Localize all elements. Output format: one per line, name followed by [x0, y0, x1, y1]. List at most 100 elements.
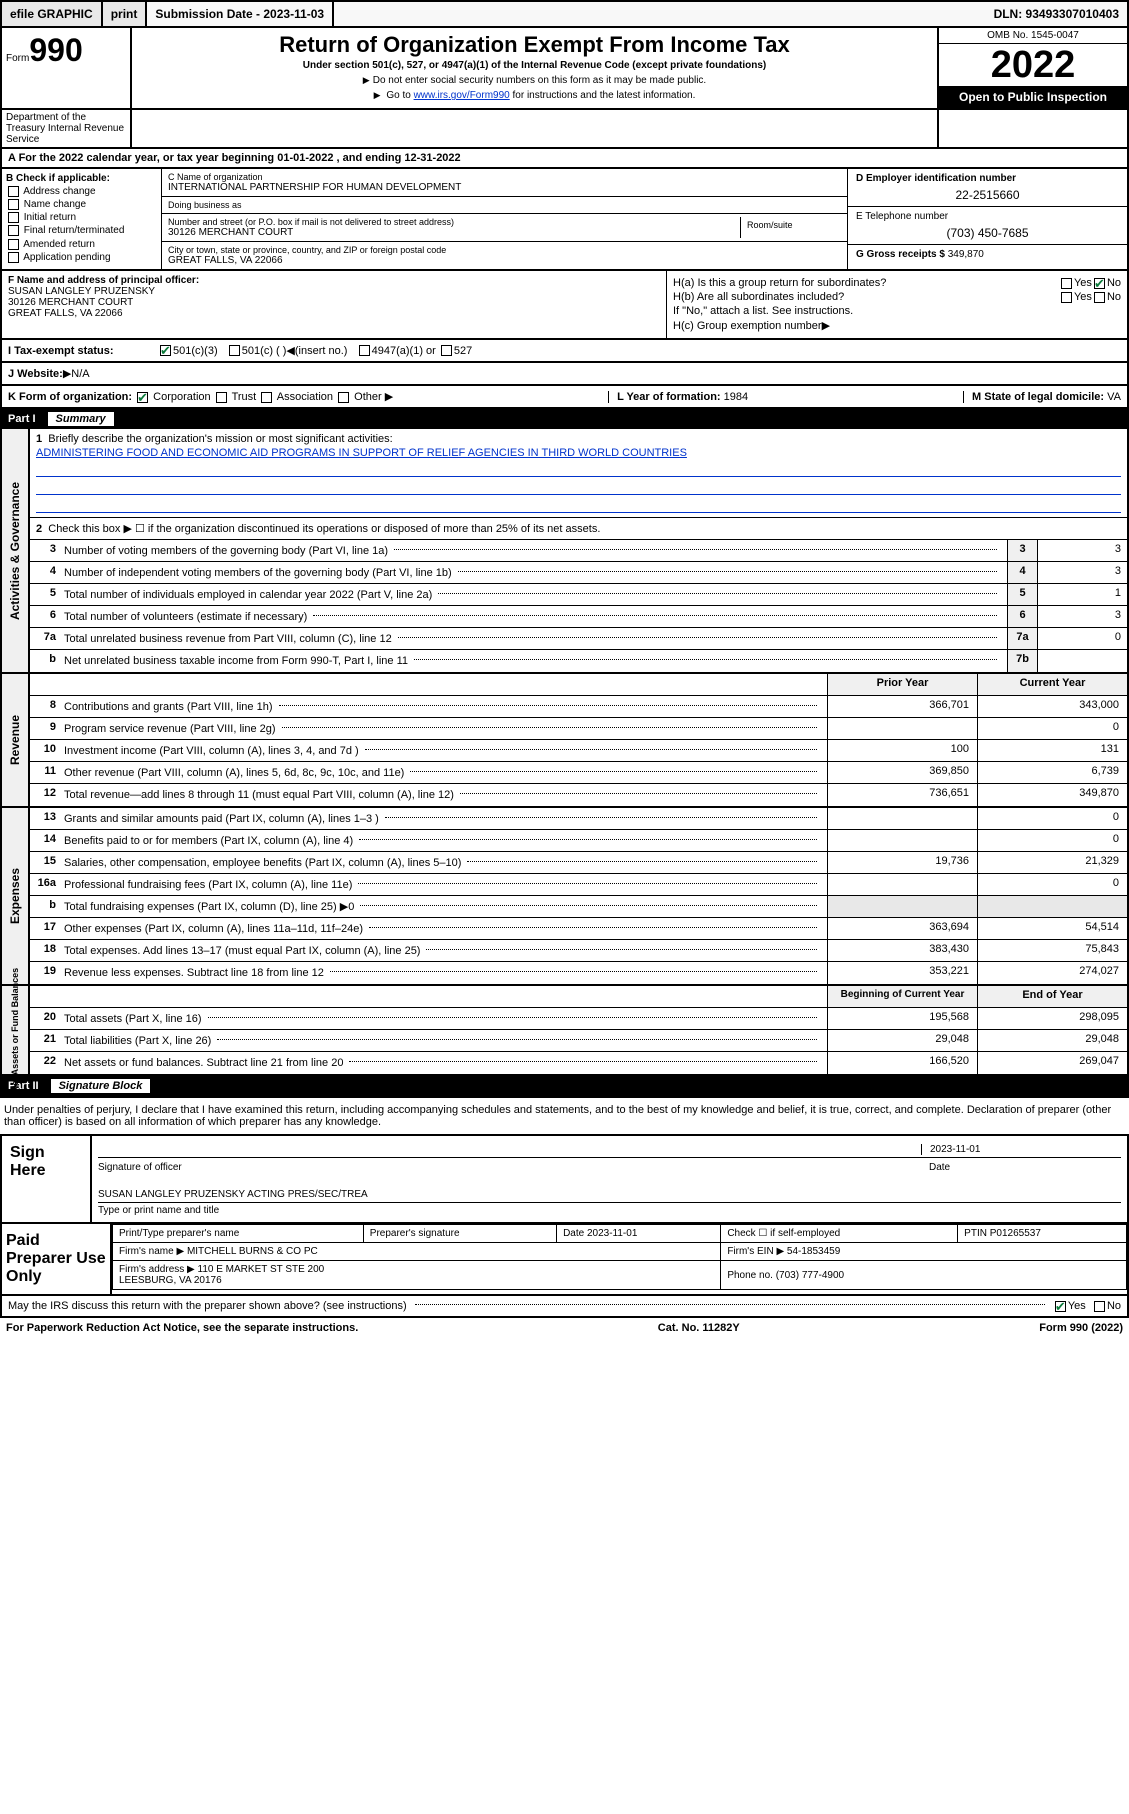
part2-title: Signature Block — [51, 1079, 151, 1093]
state-value: VA — [1107, 391, 1121, 403]
website-value: N/A — [71, 368, 89, 380]
principal-officer: F Name and address of principal officer:… — [2, 271, 667, 338]
col-prior: Prior Year — [827, 674, 977, 695]
line2-text: Check this box ▶ ☐ if the organization d… — [48, 523, 600, 535]
paperwork-notice: For Paperwork Reduction Act Notice, see … — [6, 1322, 358, 1334]
revenue-block: Revenue Prior Year Current Year 8 Contri… — [0, 674, 1129, 808]
period-mid: , and ending — [337, 152, 402, 164]
check-address[interactable]: Address change — [6, 186, 157, 197]
side-tab-gov-label: Activities & Governance — [8, 481, 22, 619]
form-number-box: Form990 — [2, 28, 132, 108]
firm-ein-label: Firm's EIN — [727, 1246, 773, 1257]
prep-date: Date 2023-11-01 — [557, 1225, 721, 1243]
ein-label: D Employer identification number — [856, 173, 1119, 184]
paid-preparer-block: Paid Preparer Use Only Print/Type prepar… — [0, 1224, 1129, 1296]
cat-number: Cat. No. 11282Y — [658, 1322, 740, 1334]
officer-label: F Name and address of principal officer: — [8, 275, 660, 286]
status-501c-checkbox[interactable] — [229, 345, 240, 356]
line-10: 10 Investment income (Part VIII, column … — [30, 740, 1127, 762]
line-3: 3 Number of voting members of the govern… — [30, 540, 1127, 562]
section-bcd: B Check if applicable: Address change Na… — [0, 169, 1129, 271]
discuss-yes-checkbox[interactable] — [1055, 1301, 1066, 1312]
note-ssn: Do not enter social security numbers on … — [140, 75, 929, 86]
status-527-checkbox[interactable] — [441, 345, 452, 356]
prep-ptin: PTIN P01265537 — [958, 1225, 1127, 1243]
hb-label: H(b) Are all subordinates included? — [673, 291, 1059, 303]
irs-link[interactable]: www.irs.gov/Form990 — [414, 90, 510, 101]
tax-year: 2022 — [939, 44, 1127, 86]
period-end: 12-31-2022 — [404, 152, 460, 164]
side-tab-net-label: Net Assets or Fund Balances — [10, 968, 20, 1092]
city-label: City or town, state or province, country… — [168, 245, 841, 255]
line-21: 21 Total liabilities (Part X, line 26) 2… — [30, 1030, 1127, 1052]
mission-text[interactable]: ADMINISTERING FOOD AND ECONOMIC AID PROG… — [36, 447, 1121, 459]
city-value: GREAT FALLS, VA 22066 — [168, 255, 841, 266]
dba-label: Doing business as — [168, 200, 841, 210]
line-9: 9 Program service revenue (Part VIII, li… — [30, 718, 1127, 740]
line-11: 11 Other revenue (Part VIII, column (A),… — [30, 762, 1127, 784]
part2-header: Part II Signature Block — [0, 1076, 1129, 1096]
korg-corp-checkbox[interactable] — [137, 392, 148, 403]
print-button[interactable]: print — [103, 2, 148, 26]
sig-date-label: Date — [921, 1162, 1121, 1173]
part1-title: Summary — [48, 412, 114, 426]
korg-assoc-checkbox[interactable] — [261, 392, 272, 403]
korg-other-checkbox[interactable] — [338, 392, 349, 403]
netassets-block: Net Assets or Fund Balances Beginning of… — [0, 986, 1129, 1076]
line-4: 4 Number of independent voting members o… — [30, 562, 1127, 584]
firm-addr: 110 E MARKET ST STE 200 — [198, 1264, 325, 1275]
line-2: 2 Check this box ▶ ☐ if the organization… — [30, 518, 1127, 540]
check-final[interactable]: Final return/terminated — [6, 225, 157, 236]
room-label: Room/suite — [747, 220, 835, 230]
hb-note: If "No," attach a list. See instructions… — [673, 305, 1121, 317]
status-501c3-checkbox[interactable] — [160, 345, 171, 356]
check-if-applicable: B Check if applicable: Address change Na… — [2, 169, 162, 269]
line-b: b Total fundraising expenses (Part IX, c… — [30, 896, 1127, 918]
firm-ein: 54-1853459 — [787, 1246, 840, 1257]
hb-no-checkbox[interactable] — [1094, 292, 1105, 303]
street-value: 30126 MERCHANT COURT — [168, 227, 740, 238]
side-tab-netassets: Net Assets or Fund Balances — [2, 986, 30, 1074]
preparer-label: Paid Preparer Use Only — [2, 1224, 112, 1294]
signature-intro: Under penalties of perjury, I declare th… — [0, 1096, 1129, 1134]
hb-yes-checkbox[interactable] — [1061, 292, 1072, 303]
line-12: 12 Total revenue—add lines 8 through 11 … — [30, 784, 1127, 806]
check-namechange[interactable]: Name change — [6, 199, 157, 210]
line-7a: 7a Total unrelated business revenue from… — [30, 628, 1127, 650]
line-1: 1 Briefly describe the organization's mi… — [30, 429, 1127, 518]
section-fh: F Name and address of principal officer:… — [0, 271, 1129, 340]
firm-phone-label: Phone no. — [727, 1270, 773, 1281]
line-8: 8 Contributions and grants (Part VIII, l… — [30, 696, 1127, 718]
prep-selfemp: Check ☐ if self-employed — [721, 1225, 958, 1243]
line-18: 18 Total expenses. Add lines 13–17 (must… — [30, 940, 1127, 962]
part1-num: Part I — [8, 413, 36, 425]
status-label: I Tax-exempt status: — [8, 345, 158, 357]
ha-no-checkbox[interactable] — [1094, 278, 1105, 289]
discuss-no-checkbox[interactable] — [1094, 1301, 1105, 1312]
status-4947-checkbox[interactable] — [359, 345, 370, 356]
officer-city: GREAT FALLS, VA 22066 — [8, 308, 660, 319]
form-prefix: Form — [6, 53, 29, 64]
year-formation-label: L Year of formation: — [617, 391, 721, 403]
revenue-header-row: Prior Year Current Year — [30, 674, 1127, 696]
check-initial[interactable]: Initial return — [6, 212, 157, 223]
line-b: b Net unrelated business taxable income … — [30, 650, 1127, 672]
firm-city: LEESBURG, VA 20176 — [119, 1275, 222, 1286]
korg-trust-checkbox[interactable] — [216, 392, 227, 403]
ha-yes-checkbox[interactable] — [1061, 278, 1072, 289]
discuss-label: May the IRS discuss this return with the… — [8, 1300, 407, 1312]
check-pending[interactable]: Application pending — [6, 252, 157, 263]
tel-label: E Telephone number — [856, 211, 1119, 222]
check-header: B Check if applicable: — [6, 173, 157, 184]
line-14: 14 Benefits paid to or for members (Part… — [30, 830, 1127, 852]
line-19: 19 Revenue less expenses. Subtract line … — [30, 962, 1127, 984]
check-amended[interactable]: Amended return — [6, 239, 157, 250]
org-name: INTERNATIONAL PARTNERSHIP FOR HUMAN DEVE… — [168, 182, 841, 193]
side-tab-expenses: Expenses — [2, 808, 30, 984]
line-17: 17 Other expenses (Part IX, column (A), … — [30, 918, 1127, 940]
group-return: H(a) Is this a group return for subordin… — [667, 271, 1127, 338]
year-box: OMB No. 1545-0047 2022 Open to Public In… — [937, 28, 1127, 108]
side-tab-exp-label: Expenses — [8, 868, 22, 924]
firm-phone: (703) 777-4900 — [776, 1270, 844, 1281]
firm-addr-label: Firm's address — [119, 1264, 184, 1275]
